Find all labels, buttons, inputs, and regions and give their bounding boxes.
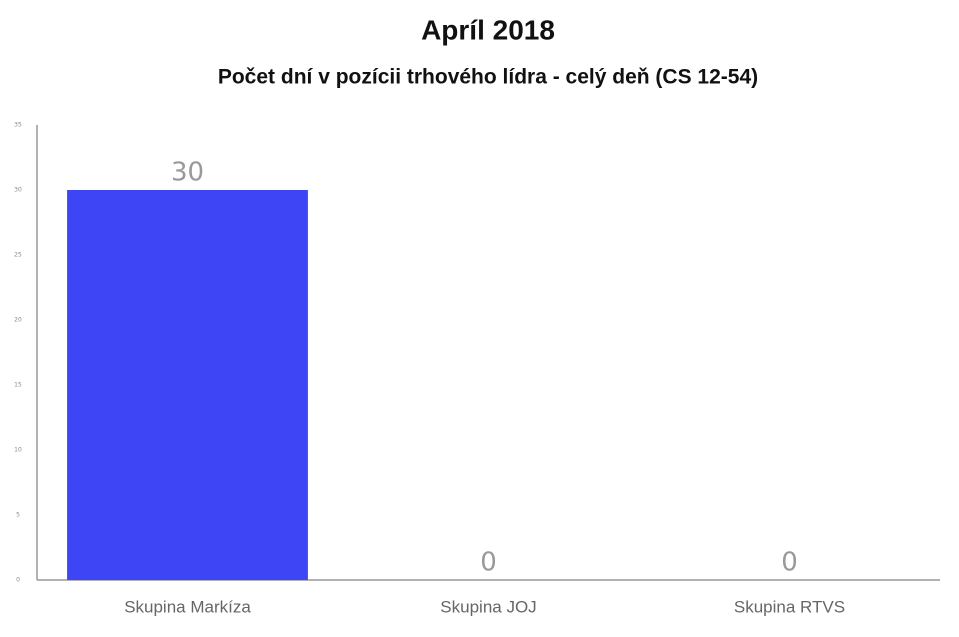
value-label: 30	[171, 158, 204, 188]
bar	[67, 190, 308, 580]
y-tick-label: 25	[14, 252, 22, 259]
y-tick-label: 15	[14, 382, 22, 389]
y-tick-label: 5	[16, 512, 20, 519]
value-label: 0	[781, 548, 798, 578]
chart-title: Apríl 2018	[421, 14, 555, 45]
chart-subtitle: Počet dní v pozícii trhového lídra - cel…	[218, 66, 758, 89]
x-tick-label: Skupina RTVS	[734, 597, 845, 616]
x-tick-label: Skupina JOJ	[440, 597, 536, 616]
y-tick-label: 0	[16, 577, 20, 584]
y-tick-label: 35	[14, 122, 22, 129]
y-tick-label: 30	[14, 187, 22, 194]
y-tick-label: 10	[14, 447, 22, 454]
y-tick-label: 20	[14, 317, 22, 324]
x-tick-label: Skupina Markíza	[124, 597, 251, 616]
value-label: 0	[480, 548, 497, 578]
